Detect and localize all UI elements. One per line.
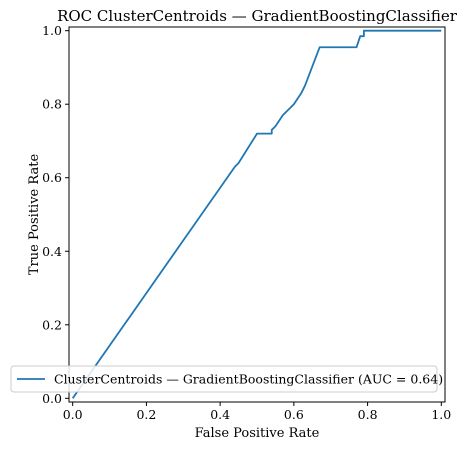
y-tick-label: 0.8 (42, 97, 62, 112)
roc-curve-line (73, 31, 442, 399)
axes-frame (69, 27, 445, 402)
x-tick-label: 0.6 (284, 407, 304, 422)
y-tick-label: 0.2 (42, 317, 62, 332)
x-tick-label: 0.2 (136, 407, 156, 422)
x-tick-label: 0.0 (63, 407, 83, 422)
y-tick-label: 0.0 (42, 391, 62, 406)
y-axis-label: True Positive Rate (27, 154, 42, 276)
y-tick-label: 0.6 (42, 170, 62, 185)
axis-ticks: 0.0 0.2 0.4 0.6 0.8 1.0 0.0 0.2 0.4 0.6 0.8 1.0 (42, 23, 451, 422)
chart-title: ROC ClusterCentroids — GradientBoostingC… (57, 7, 458, 25)
x-tick-label: 0.8 (358, 407, 378, 422)
x-tick-label: 0.4 (210, 407, 230, 422)
x-tick-label: 1.0 (431, 407, 451, 422)
legend-entry: ClusterCentroids — GradientBoostingClass… (54, 372, 443, 387)
x-axis-label: False Positive Rate (195, 426, 320, 441)
y-tick-label: 0.4 (42, 244, 62, 259)
y-tick-label: 1.0 (42, 23, 62, 38)
legend: ClusterCentroids — GradientBoostingClass… (11, 366, 443, 392)
plot-area (73, 31, 442, 399)
